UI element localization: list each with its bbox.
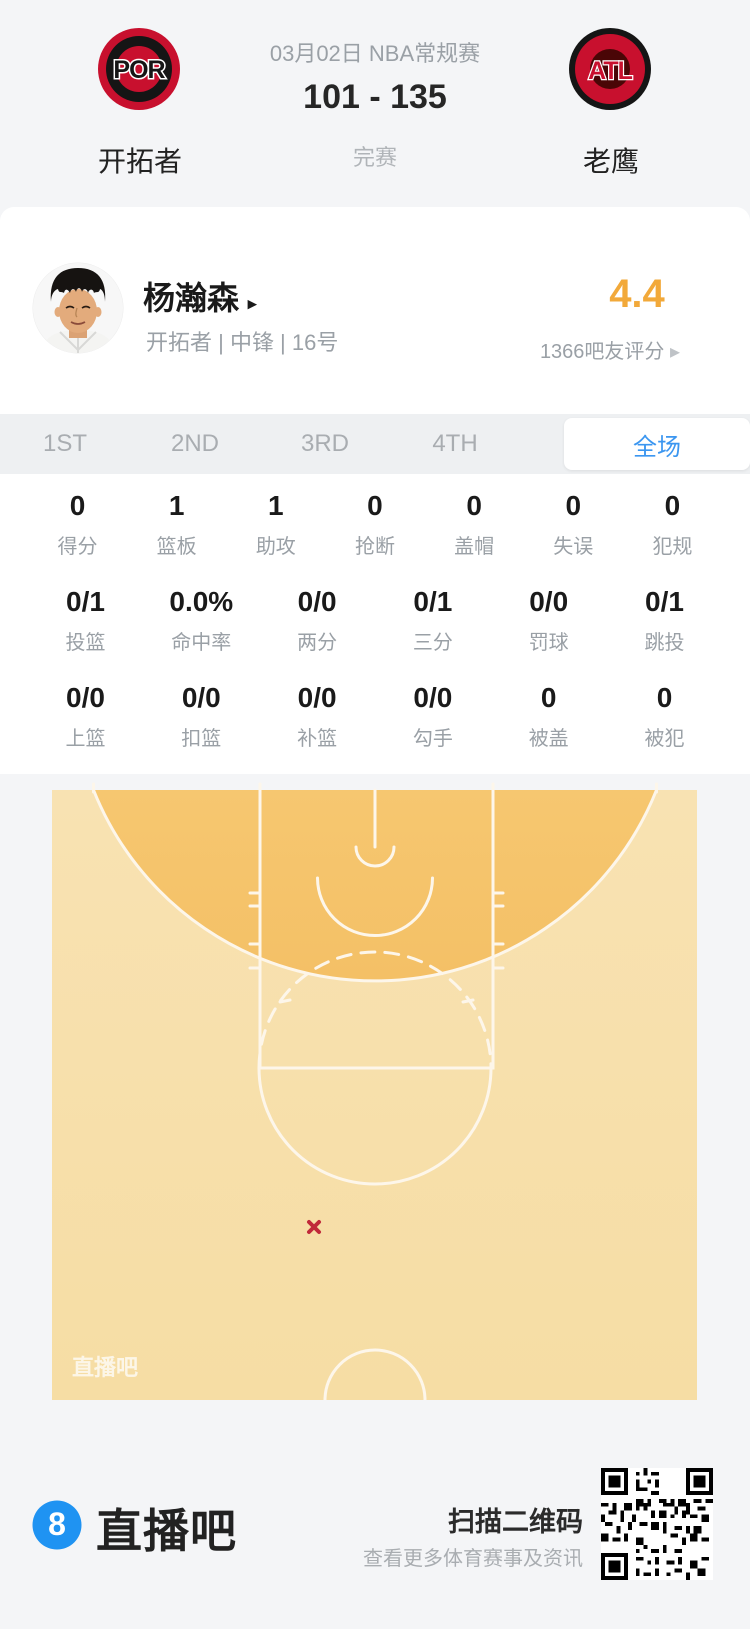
svg-text:POR: POR — [113, 56, 165, 84]
svg-text:ATL: ATL — [588, 57, 632, 85]
svg-text:8: 8 — [48, 1506, 66, 1542]
svg-text:直播吧: 直播吧 — [72, 1355, 138, 1380]
